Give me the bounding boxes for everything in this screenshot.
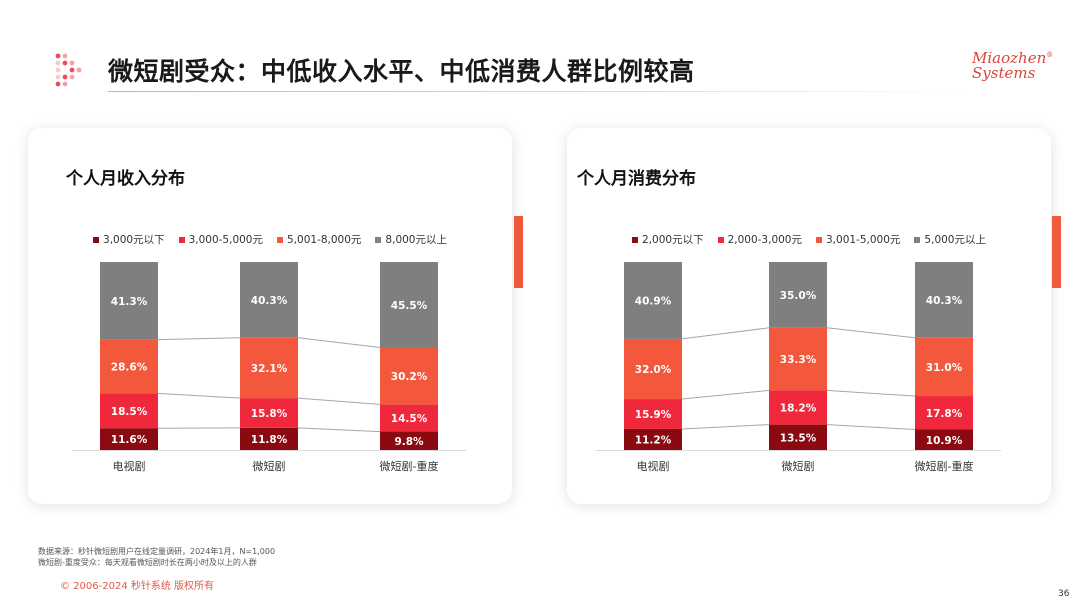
data-label: 15.9%	[635, 409, 672, 421]
series-connector-line	[826, 389, 916, 397]
category-label: 微短剧-重度	[915, 459, 974, 473]
series-connector-line	[157, 392, 241, 399]
title-divider	[108, 91, 968, 92]
series-connector-line	[681, 389, 770, 400]
data-label: 32.0%	[635, 364, 672, 376]
legend-item: 5,001-8,000元	[277, 232, 361, 247]
spending-chart-card: 个人月消费分布 2,000元以下 2,000-3,000元 3,001-5,00…	[567, 128, 1051, 504]
data-label: 40.9%	[635, 295, 672, 307]
legend-item: 3,000-5,000元	[178, 232, 263, 247]
brand-line2: Systems	[972, 64, 1036, 82]
data-label: 9.8%	[394, 436, 424, 448]
data-label: 10.9%	[926, 435, 963, 447]
bar-segment	[380, 347, 438, 405]
bar-segment	[624, 399, 682, 429]
series-connector-line	[826, 327, 916, 339]
spending-chart-title: 个人月消费分布	[577, 169, 696, 189]
data-label: 18.2%	[780, 403, 817, 415]
data-label: 41.3%	[111, 296, 148, 308]
series-connector-line	[297, 337, 381, 349]
bar-segment	[624, 262, 682, 339]
accent-bar	[1052, 216, 1061, 288]
category-label: 电视剧	[637, 459, 670, 473]
series-connector-line	[297, 427, 381, 433]
data-label: 14.5%	[391, 413, 428, 425]
data-label: 40.3%	[251, 295, 288, 307]
data-label: 18.5%	[111, 406, 148, 418]
series-connector-line	[826, 424, 916, 431]
legend-item: 8,000元以上	[375, 232, 447, 247]
data-label: 13.5%	[780, 432, 817, 444]
bar-segment	[240, 337, 298, 399]
bar-segment	[624, 428, 682, 450]
data-label: 17.8%	[926, 408, 963, 420]
bar-segment	[769, 390, 827, 425]
data-label: 11.6%	[111, 434, 148, 446]
source-note: 数据来源：秒针微短剧用户在线定量调研，2024年1月，N=1,000	[38, 547, 276, 556]
page-number: 36	[1058, 589, 1070, 599]
bar-segment	[380, 262, 438, 348]
legend-item: 5,000元以上	[914, 232, 986, 247]
spending-legend: 2,000元以下 2,000-3,000元 3,001-5,000元 5,000…	[567, 232, 1051, 247]
bar-segment	[100, 393, 158, 429]
series-connector-line	[681, 424, 770, 430]
bar-segment	[380, 431, 438, 450]
copyright: © 2006-2024 秒针系统 版权所有	[60, 581, 215, 592]
legend-item: 2,000元以下	[632, 232, 704, 247]
bar-segment	[380, 404, 438, 432]
series-connector-line	[157, 337, 241, 341]
brand-logo: Miaozhen® Systems	[972, 48, 1054, 82]
data-label: 30.2%	[391, 371, 428, 383]
data-label: 33.3%	[780, 354, 817, 366]
data-label: 11.8%	[251, 434, 288, 446]
income-legend: 3,000元以下 3,000-5,000元 5,001-8,000元 8,000…	[28, 232, 512, 247]
bar-segment	[100, 262, 158, 340]
series-connector-line	[297, 397, 381, 405]
brand-line1: Miaozhen®	[972, 49, 1054, 67]
data-label: 28.6%	[111, 362, 148, 374]
spending-stacked-bar-chart: 11.2% 15.9% 32.0% 40.9% 电视剧 13.5% 18.2% 33.3% 35…	[596, 262, 1001, 473]
series-connector-line	[681, 327, 770, 340]
bar-segment	[240, 427, 298, 450]
data-label: 32.1%	[251, 363, 288, 375]
bar-segment	[240, 262, 298, 338]
category-label: 微短剧	[253, 459, 286, 473]
legend-item: 3,001-5,000元	[816, 232, 900, 247]
data-label: 15.8%	[251, 408, 288, 420]
bar-segment	[100, 428, 158, 450]
data-label: 45.5%	[391, 300, 428, 312]
bar-segment	[915, 337, 973, 397]
bar-segment	[915, 396, 973, 430]
income-chart-title: 个人月收入分布	[66, 169, 185, 189]
bar-segment	[769, 327, 827, 391]
category-label: 微短剧	[782, 459, 815, 473]
bar-segment	[769, 262, 827, 328]
definition-note: 微短剧-重度受众：每天观看微短剧时长在两小时及以上的人群	[38, 558, 257, 567]
income-stacked-bar-chart: 11.6% 18.5% 28.6% 41.3% 电视剧 11.8% 15.8% 32.1% 40…	[72, 262, 466, 473]
data-label: 35.0%	[780, 290, 817, 302]
bar-segment	[769, 424, 827, 450]
legend-item: 3,000元以下	[93, 232, 165, 247]
data-label: 40.3%	[926, 295, 963, 307]
bar-segment	[915, 262, 973, 338]
data-label: 11.2%	[635, 434, 672, 446]
accent-bar	[514, 216, 523, 288]
footnote: 数据来源：秒针微短剧用户在线定量调研，2024年1月，N=1,000 微短剧-重…	[38, 546, 275, 568]
income-chart-card: 个人月收入分布 3,000元以下 3,000-5,000元 5,001-8,00…	[28, 128, 512, 504]
bar-segment	[915, 429, 973, 450]
page-title: 微短剧受众：中低收入水平、中低消费人群比例较高	[108, 57, 695, 86]
arrow-dots-logo-icon	[55, 53, 82, 87]
legend-item: 2,000-3,000元	[717, 232, 802, 247]
category-label: 电视剧	[113, 459, 146, 473]
bar-segment	[624, 338, 682, 400]
category-label: 微短剧-重度	[380, 459, 439, 473]
bar-segment	[100, 339, 158, 394]
bar-segment	[240, 398, 298, 428]
data-label: 31.0%	[926, 362, 963, 374]
